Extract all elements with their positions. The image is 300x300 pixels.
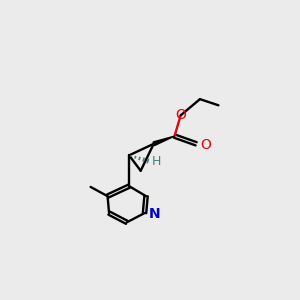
- Text: O: O: [175, 107, 186, 122]
- Text: H: H: [152, 155, 162, 168]
- Text: N: N: [148, 207, 160, 221]
- Polygon shape: [153, 136, 175, 146]
- Text: O: O: [201, 138, 212, 152]
